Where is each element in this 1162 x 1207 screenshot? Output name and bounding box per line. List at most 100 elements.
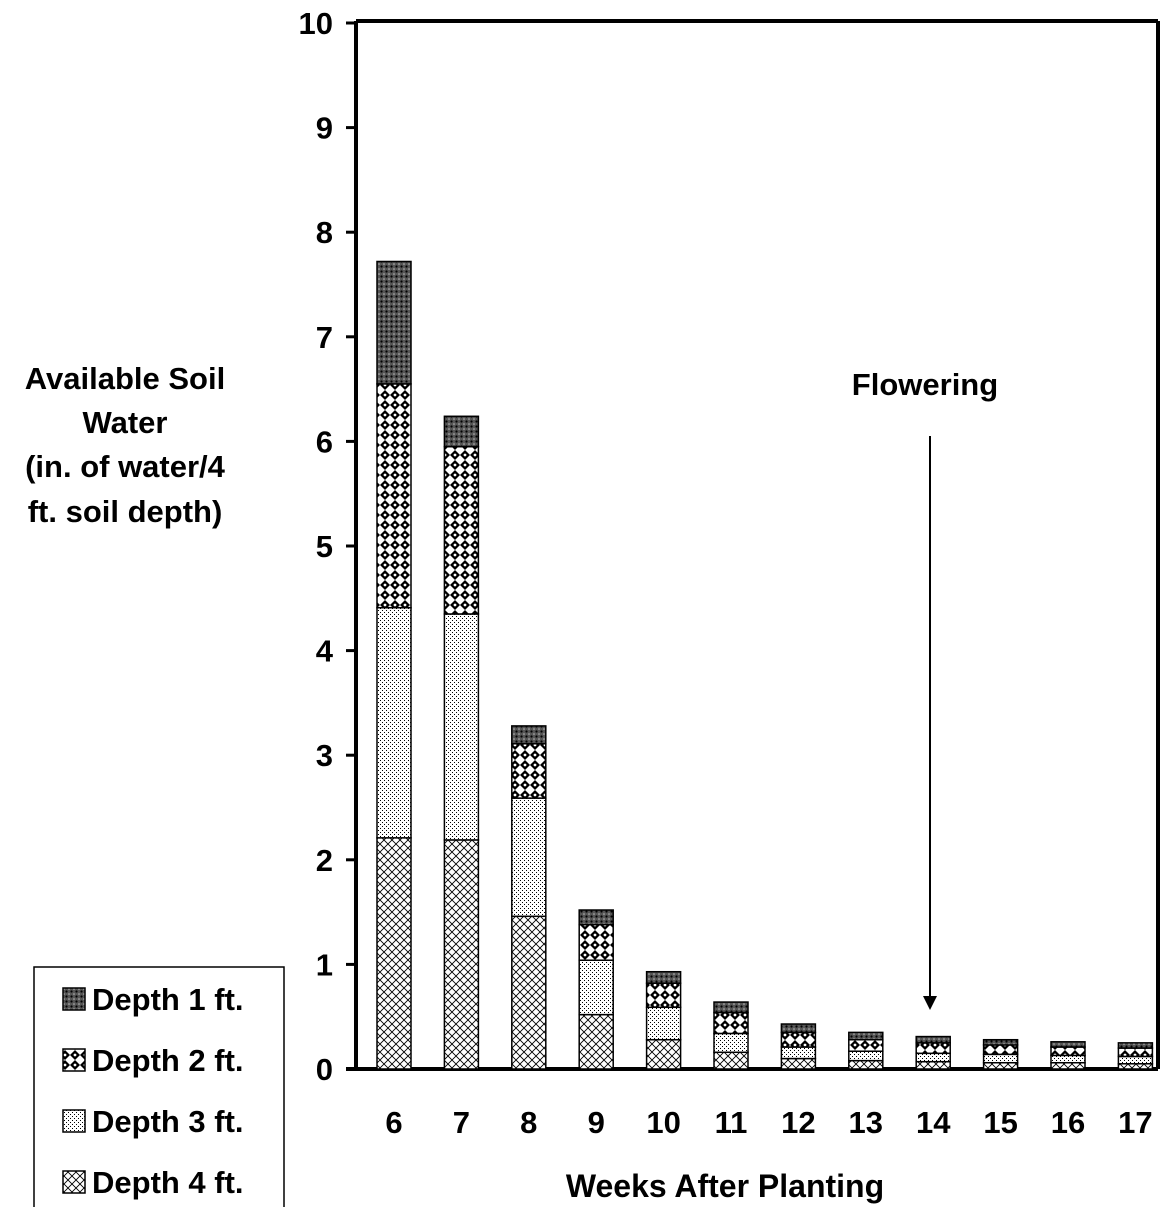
bar-stack-week-17 <box>1117 1042 1154 1070</box>
bar-segment <box>578 1013 614 1070</box>
bar-segment <box>376 606 412 839</box>
bar-stack-week-16 <box>1050 1041 1086 1070</box>
legend: Depth 1 ft. Depth 2 ft. Depth 3 ft. Depth 4… <box>33 966 285 1207</box>
x-tick-label: 16 <box>1051 1105 1085 1140</box>
bar-segment <box>443 445 480 615</box>
bar-segment <box>511 915 547 1070</box>
bar-segment <box>713 1001 749 1014</box>
y-axis-ticks: 0 1 2 3 4 5 6 7 8 9 10 <box>299 6 356 1087</box>
bar-segment <box>376 837 412 1070</box>
bar-stack-week-13 <box>848 1031 884 1070</box>
bar-segment <box>915 1052 951 1063</box>
x-tick-label: 8 <box>520 1105 537 1140</box>
legend-swatch <box>62 1170 86 1194</box>
bar-segment <box>713 1011 749 1035</box>
bar-segment <box>780 1031 817 1048</box>
bar-segment <box>578 959 614 1016</box>
bar-stack-week-7 <box>443 415 480 1070</box>
bar-segment <box>982 1053 1019 1064</box>
bar-segment <box>645 982 682 1009</box>
legend-label: Depth 4 ft. <box>92 1165 244 1200</box>
x-tick-label: 7 <box>453 1105 470 1140</box>
y-tick-label: 0 <box>316 1052 333 1087</box>
bar-segment <box>915 1060 951 1070</box>
bar-stack-week-9 <box>578 909 614 1070</box>
x-axis-label: Weeks After Planting <box>566 1168 884 1204</box>
bar-segment <box>1050 1054 1086 1064</box>
bar-segment <box>645 1006 682 1041</box>
annotation-arrow-head <box>923 996 937 1010</box>
y-tick-label: 3 <box>316 738 333 773</box>
bar-segment <box>443 415 480 448</box>
bar-segment <box>443 839 480 1070</box>
y-tick-label: 7 <box>316 320 333 355</box>
bar-segment <box>645 970 682 984</box>
bar-segment <box>511 797 547 918</box>
y-axis-label-line: (in. of water/4 <box>25 449 226 484</box>
bar-stack-week-12 <box>780 1023 817 1070</box>
y-axis-label-line: ft. soil depth) <box>28 494 223 529</box>
bar-stack-week-8 <box>511 725 547 1070</box>
bar-segment <box>780 1057 817 1070</box>
bar-segment <box>848 1050 884 1062</box>
bar-segment <box>376 383 412 609</box>
x-tick-label: 10 <box>646 1105 680 1140</box>
bar-segment <box>645 1038 682 1070</box>
bar-segment <box>1050 1041 1086 1048</box>
legend-label: Depth 3 ft. <box>92 1104 244 1139</box>
y-tick-label: 8 <box>316 215 333 250</box>
bar-stack-week-11 <box>713 1001 749 1070</box>
y-tick-label: 5 <box>316 529 333 564</box>
bar-segment <box>1050 1061 1086 1070</box>
x-tick-label: 9 <box>588 1105 605 1140</box>
annotation-label: Flowering <box>852 367 998 402</box>
bar-segment <box>915 1035 951 1044</box>
y-axis-label: Available Soil Water (in. of water/4 ft.… <box>25 361 226 529</box>
bar-segment <box>780 1023 817 1034</box>
bar-segment <box>1117 1042 1154 1049</box>
x-tick-label: 14 <box>916 1105 951 1140</box>
x-tick-label: 11 <box>715 1105 748 1140</box>
bar-stack-week-14 <box>915 1035 951 1070</box>
legend-swatch <box>62 987 86 1011</box>
bar-segment <box>848 1038 884 1052</box>
y-tick-label: 4 <box>316 634 334 669</box>
bar-stack-week-10 <box>645 970 682 1070</box>
y-axis-label-line: Water <box>83 405 168 440</box>
y-tick-label: 9 <box>316 111 333 146</box>
legend-label: Depth 2 ft. <box>92 1043 244 1078</box>
bar-segment <box>780 1046 817 1060</box>
bar-segment <box>982 1038 1019 1046</box>
bar-segment <box>1117 1055 1154 1065</box>
bar-segment <box>982 1044 1019 1056</box>
legend-swatch <box>62 1109 86 1133</box>
bar-segment <box>511 742 547 799</box>
bar-segment <box>511 725 547 745</box>
x-tick-label: 12 <box>781 1105 815 1140</box>
x-axis-ticks: 6 7 8 9 10 11 12 13 14 15 16 17 <box>385 1105 1152 1140</box>
bar-segment <box>1117 1047 1154 1058</box>
y-tick-label: 10 <box>299 6 333 41</box>
x-tick-label: 17 <box>1118 1105 1152 1140</box>
bar-segment <box>713 1032 749 1054</box>
bar-segment <box>915 1042 951 1055</box>
bar-stack-week-6 <box>376 260 412 1070</box>
legend-swatch <box>62 1048 86 1072</box>
bar-segment <box>578 923 614 961</box>
bar-segment <box>578 909 614 926</box>
bar-segment <box>848 1059 884 1070</box>
flowering-annotation: Flowering <box>852 367 998 1010</box>
bar-segment <box>1050 1046 1086 1057</box>
bars <box>376 260 1154 1070</box>
x-tick-label: 6 <box>385 1105 402 1140</box>
bar-segment <box>982 1061 1019 1070</box>
bar-segment <box>376 260 412 385</box>
x-tick-label: 13 <box>849 1105 883 1140</box>
y-tick-label: 6 <box>316 424 333 459</box>
x-tick-label: 15 <box>983 1105 1017 1140</box>
bar-segment <box>713 1051 749 1070</box>
y-axis-label-line: Available Soil <box>25 361 225 396</box>
y-tick-label: 1 <box>316 947 333 982</box>
legend-label: Depth 1 ft. <box>92 982 244 1017</box>
